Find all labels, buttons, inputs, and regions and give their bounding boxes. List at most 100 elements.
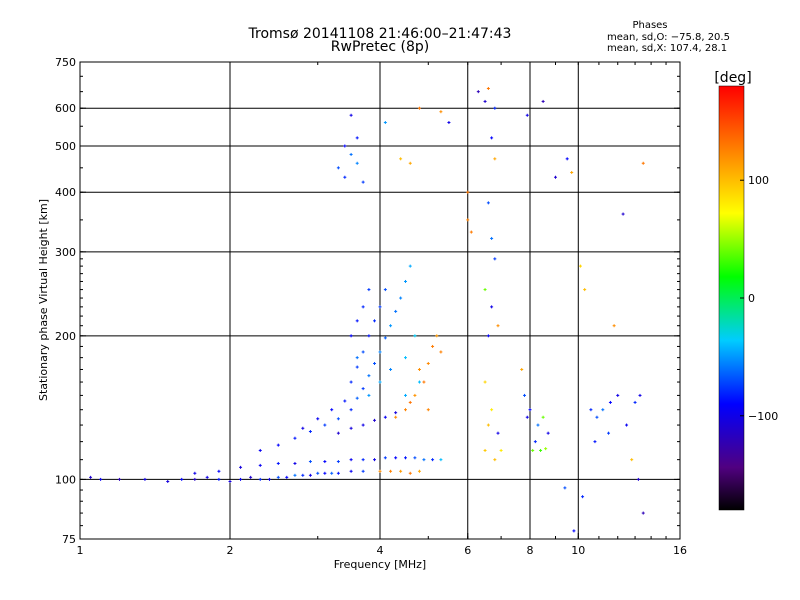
data-point <box>399 469 403 473</box>
data-point <box>413 456 417 460</box>
data-point <box>541 99 545 103</box>
data-point <box>217 477 221 481</box>
x-axis-label: Frequency [MHz] <box>334 558 426 571</box>
data-point <box>630 458 634 462</box>
data-point <box>408 471 412 475</box>
data-point <box>578 264 582 268</box>
data-point <box>490 408 494 412</box>
data-point <box>293 461 297 465</box>
grid-lines <box>80 62 680 539</box>
data-point <box>276 461 280 465</box>
data-point <box>336 431 340 435</box>
data-point <box>343 399 347 403</box>
data-point <box>355 319 359 323</box>
data-point <box>439 110 443 114</box>
data-point <box>536 423 540 427</box>
y-tick-label: 200 <box>55 330 76 343</box>
data-point <box>258 448 262 452</box>
data-point <box>625 423 629 427</box>
x-tick-label: 8 <box>527 544 534 557</box>
data-point <box>413 334 417 338</box>
data-point <box>565 157 569 161</box>
data-point <box>378 469 382 473</box>
data-point <box>323 460 327 464</box>
data-point <box>499 448 503 452</box>
data-point <box>239 477 243 481</box>
data-point <box>533 440 537 444</box>
data-point <box>486 423 490 427</box>
data-point <box>403 356 407 360</box>
data-point <box>490 305 494 309</box>
data-point <box>383 336 387 340</box>
data-point <box>117 477 121 481</box>
x-tick-label: 16 <box>673 544 687 557</box>
data-point <box>638 393 642 397</box>
data-point <box>581 495 585 499</box>
x-axis: 1 2 4 6 8 10 16 <box>77 62 687 557</box>
data-point <box>361 469 365 473</box>
data-point <box>466 190 470 194</box>
data-point <box>621 212 625 216</box>
data-point <box>193 471 197 475</box>
x-tick-label: 6 <box>464 544 471 557</box>
data-point <box>367 334 371 338</box>
data-point <box>394 415 398 419</box>
data-point <box>378 305 382 309</box>
data-point <box>431 458 435 462</box>
data-point <box>180 477 184 481</box>
data-points <box>89 86 645 533</box>
data-point <box>636 477 640 481</box>
data-point <box>570 170 574 174</box>
data-point <box>343 175 347 179</box>
data-point <box>308 430 312 434</box>
data-point <box>389 469 393 473</box>
data-point <box>490 136 494 140</box>
colorbar-ticks: 100 0 −100 <box>740 174 778 423</box>
data-point <box>593 440 597 444</box>
data-point <box>378 350 382 354</box>
data-point <box>426 361 430 365</box>
x-tick-label: 2 <box>227 544 234 557</box>
data-point <box>349 408 353 412</box>
data-point <box>435 334 439 338</box>
data-point <box>403 279 407 283</box>
data-point <box>447 121 451 125</box>
y-axis: 75 100 200 300 400 500 600 750 <box>55 56 680 546</box>
y-axis-label: Stationary phase Virtual Height [km] <box>37 199 50 401</box>
data-point <box>607 431 611 435</box>
colorbar-tick-label: 0 <box>748 292 755 305</box>
data-point <box>612 324 616 328</box>
data-point <box>541 415 545 419</box>
data-point <box>205 475 209 479</box>
y-tick-label: 300 <box>55 246 76 259</box>
data-point <box>483 288 487 292</box>
data-point <box>361 423 365 427</box>
data-point <box>308 473 312 477</box>
data-point <box>520 367 524 371</box>
x-tick-label: 4 <box>377 544 384 557</box>
data-point <box>486 86 490 90</box>
data-point <box>490 236 494 240</box>
phases-legend-x: mean, sd,X: 107.4, 28.1 <box>607 43 728 54</box>
data-point <box>417 380 421 384</box>
data-point <box>166 479 170 483</box>
data-point <box>323 471 327 475</box>
data-point <box>373 458 377 462</box>
data-point <box>361 305 365 309</box>
data-point <box>493 458 497 462</box>
data-point <box>193 477 197 481</box>
data-point <box>426 408 430 412</box>
data-point <box>525 415 529 419</box>
data-point <box>408 400 412 404</box>
data-point <box>361 458 365 462</box>
data-point <box>308 460 312 464</box>
data-point <box>525 113 529 117</box>
data-point <box>336 166 340 170</box>
data-point <box>394 456 398 460</box>
data-point <box>367 393 371 397</box>
data-point <box>403 456 407 460</box>
data-point <box>349 334 353 338</box>
data-point <box>553 175 557 179</box>
data-point <box>595 415 599 419</box>
